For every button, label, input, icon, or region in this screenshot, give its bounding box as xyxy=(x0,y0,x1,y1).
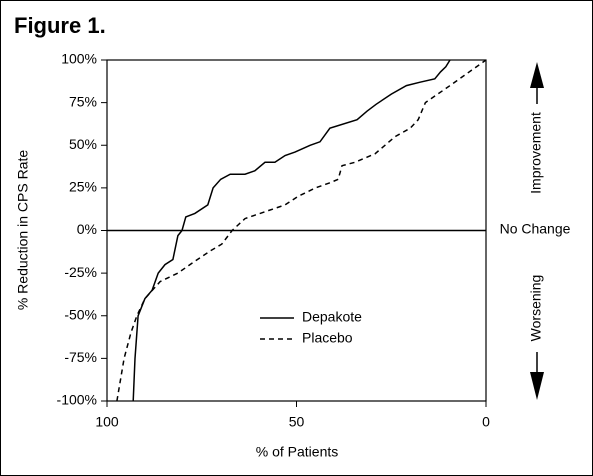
y-tick-label: -50% xyxy=(64,306,97,322)
y-tick-label: 100% xyxy=(61,51,97,67)
y-tick-label: -100% xyxy=(57,392,97,408)
series-line xyxy=(132,59,451,402)
arrow-up xyxy=(530,62,544,88)
legend-label: Placebo xyxy=(302,330,353,346)
x-axis-label: % of Patients xyxy=(256,444,339,460)
no-change-label: No Change xyxy=(500,221,571,237)
arrow-down xyxy=(530,372,544,400)
x-tick-label: 100 xyxy=(95,414,119,430)
improvement-label: Improvement xyxy=(528,112,544,194)
y-tick-label: -75% xyxy=(64,349,97,365)
x-tick-label: 50 xyxy=(289,414,305,430)
y-tick-label: 25% xyxy=(69,179,97,195)
y-axis-label: % Reduction in CPS Rate xyxy=(15,150,31,311)
y-tick-label: 50% xyxy=(69,136,97,152)
worsening-label: Worsening xyxy=(528,275,544,342)
chart-title: Figure 1. xyxy=(14,13,106,38)
y-tick-label: 75% xyxy=(69,93,97,109)
series-line xyxy=(116,59,487,402)
y-tick-label: -25% xyxy=(64,264,97,280)
legend-label: Depakote xyxy=(302,309,362,325)
x-tick-label: 0 xyxy=(482,414,490,430)
y-tick-label: 0% xyxy=(77,221,97,237)
